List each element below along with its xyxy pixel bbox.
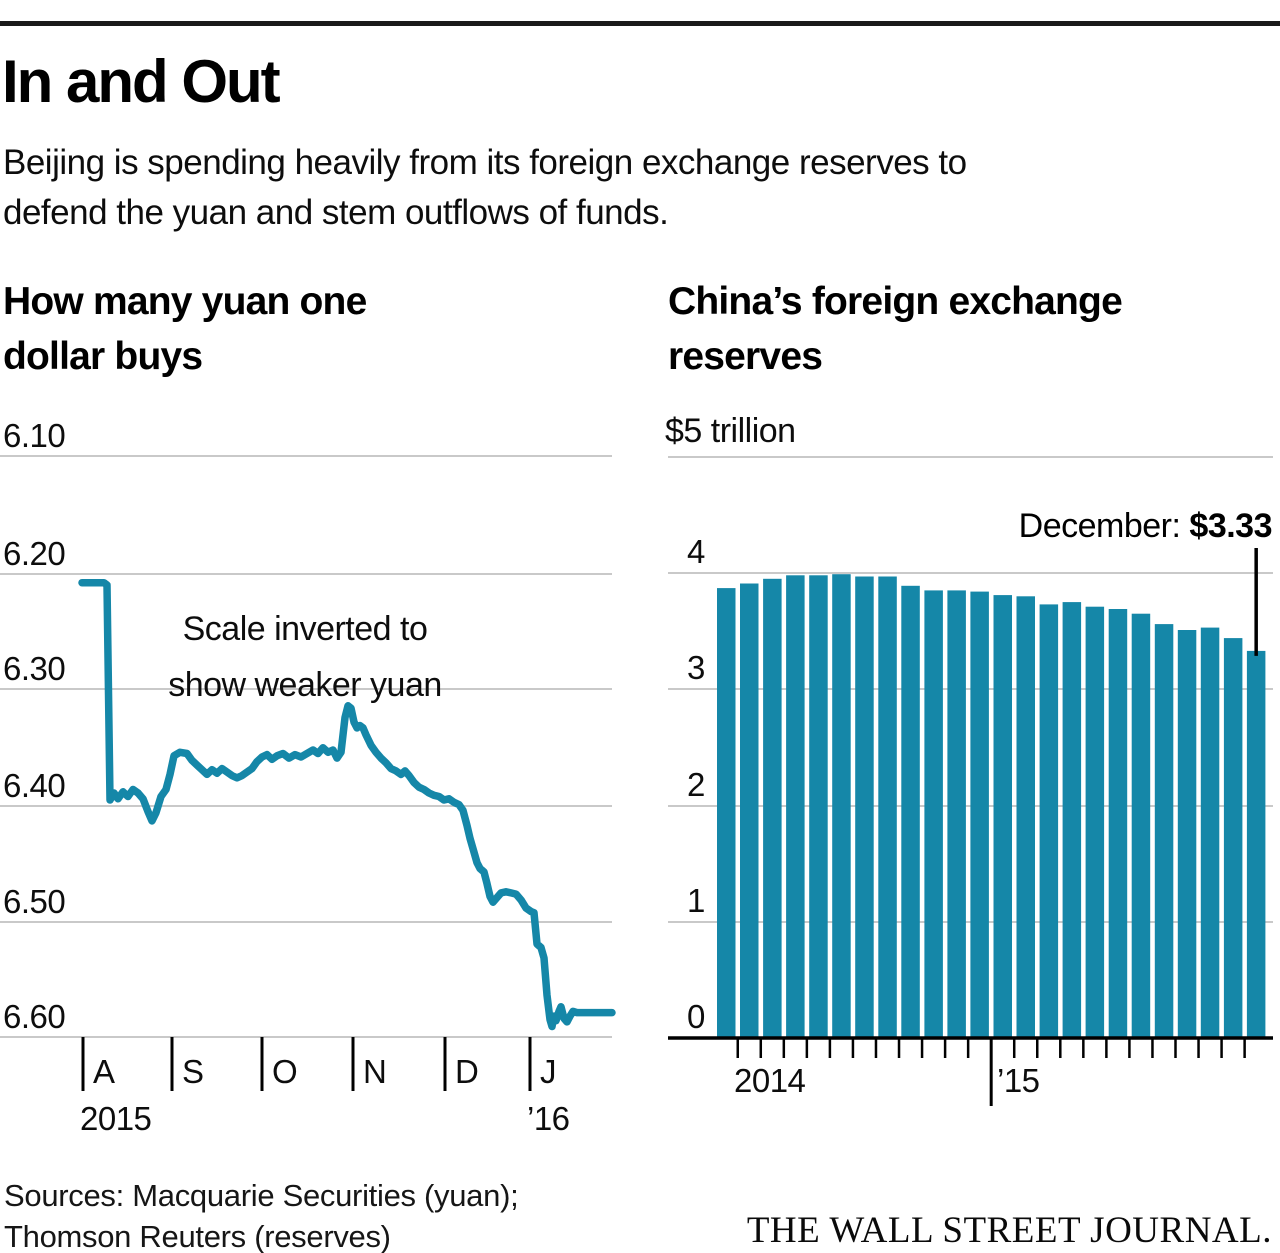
left-x-month-label: N (363, 1053, 387, 1090)
graphic-subtitle: Beijing is spending heavily from its for… (3, 138, 967, 238)
left-x-month-label: J (540, 1053, 557, 1090)
left-chart-title-line-1: How many yuan one (3, 280, 367, 323)
sources-line-2: Thomson Reuters (reserves) (4, 1219, 391, 1253)
december-callout-label: December: $3.33 (1018, 507, 1273, 546)
left-y-tick-label: 6.60 (3, 998, 66, 1035)
top-rule (0, 21, 1280, 26)
left-chart-title: How many yuan one dollar buys (3, 274, 367, 384)
left-x-year-label: ’16 (527, 1100, 570, 1137)
right-y-tick-label: 0 (687, 998, 705, 1035)
left-x-month-label: A (93, 1053, 115, 1090)
right-x-year-label: 2014 (734, 1062, 806, 1099)
scale-annotation-line-2: show weaker yuan (168, 666, 442, 704)
left-y-tick-label: 6.10 (3, 417, 66, 454)
left-x-month-label: S (182, 1053, 204, 1090)
left-y-tick-label: 6.40 (3, 767, 66, 804)
left-x-year-label: 2015 (80, 1100, 152, 1137)
sources-line-1: Sources: Macquarie Securities (yuan); (4, 1178, 519, 1213)
right-x-year-label: ’15 (997, 1062, 1040, 1099)
sources-note: Sources: Macquarie Securities (yuan); Th… (4, 1175, 519, 1253)
subtitle-line-1: Beijing is spending heavily from its for… (3, 143, 967, 182)
left-chart-title-line-2: dollar buys (3, 335, 203, 378)
wsj-masthead: THE WALL STREET JOURNAL. (746, 1210, 1272, 1251)
right-y-tick-label: 3 (687, 649, 705, 686)
left-x-month-label: D (455, 1053, 479, 1090)
right-y-tick-label: 4 (687, 533, 705, 570)
left-y-tick-label: 6.20 (3, 535, 66, 572)
scale-annotation: Scale inverted to show weaker yuan (130, 601, 480, 713)
graphic-title: In and Out (2, 48, 281, 115)
right-chart-title-line-2: reserves (668, 335, 823, 378)
left-y-tick-label: 6.30 (3, 650, 66, 687)
subtitle-line-2: defend the yuan and stem outflows of fun… (3, 193, 669, 232)
december-callout-month: December: (1018, 507, 1181, 545)
right-unit-label: $5 trillion (665, 412, 796, 450)
right-y-tick-label: 2 (687, 766, 705, 803)
right-chart-title-line-1: China’s foreign exchange (668, 280, 1123, 323)
right-chart-title: China’s foreign exchange reserves (668, 274, 1123, 384)
right-y-tick-label: 1 (687, 882, 705, 919)
left-y-tick-label: 6.50 (3, 883, 66, 920)
left-x-month-label: O (272, 1053, 298, 1090)
december-callout-value: $3.33 (1189, 507, 1272, 545)
scale-annotation-line-1: Scale inverted to (182, 610, 428, 648)
